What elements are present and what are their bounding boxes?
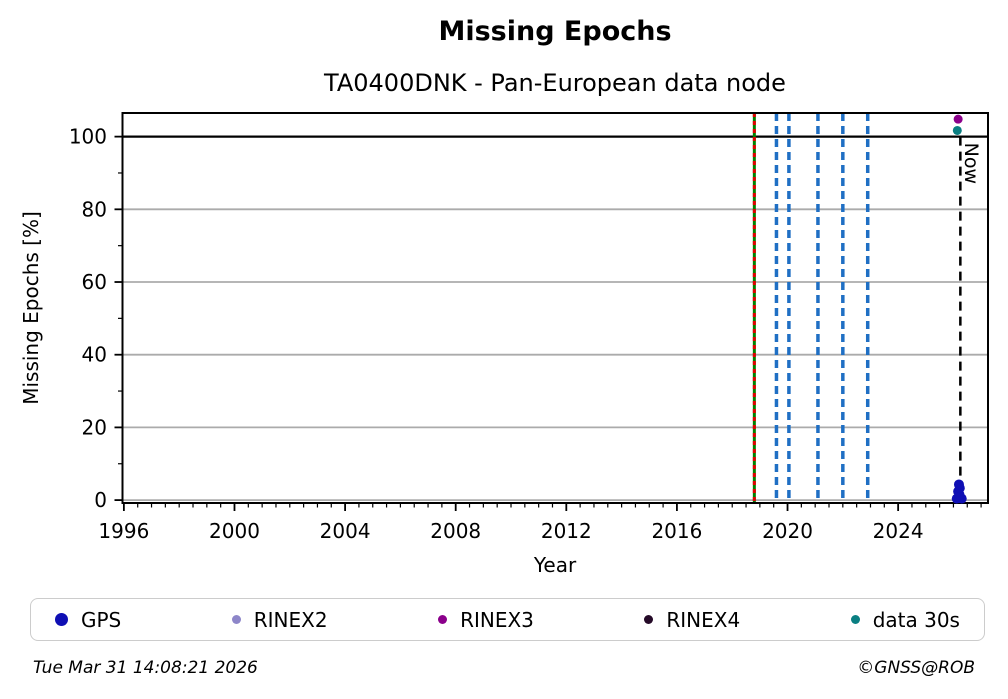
y-tick-label: 100: [69, 125, 107, 149]
legend-item-rinex4: RINEX4: [644, 608, 740, 632]
x-tick-label: 2012: [541, 519, 592, 543]
copyright-credit: ©GNSS@ROB: [857, 658, 975, 678]
x-axis-label: Year: [533, 553, 577, 577]
data-point-data-30s: [952, 125, 962, 135]
y-tick-label: 20: [82, 415, 107, 439]
chart-legend: GPS RINEX2 RINEX3 RINEX4 data 30s: [30, 598, 985, 641]
x-tick-label: 1996: [98, 519, 149, 543]
now-label: Now: [960, 143, 982, 184]
legend-marker-rinex4-icon: [644, 615, 654, 624]
data-point-gps: [953, 479, 964, 490]
x-tick-label: 2020: [762, 519, 813, 543]
legend-label-data-30s: data 30s: [872, 607, 960, 632]
y-tick-label: 80: [82, 197, 107, 221]
legend-label-rinex4: RINEX4: [666, 607, 741, 632]
x-tick-label: 2000: [209, 519, 260, 543]
plot-timestamp: Tue Mar 31 14:08:21 2026: [33, 658, 258, 678]
y-tick-label: 60: [82, 270, 107, 294]
station-subtitle: TA0400DNK - Pan-European data node: [324, 69, 786, 97]
legend-marker-data-30s-icon: [850, 615, 860, 624]
legend-label-rinex2: RINEX2: [253, 607, 328, 632]
x-tick-label: 2016: [651, 519, 702, 543]
legend-item-rinex3: RINEX3: [438, 608, 534, 632]
legend-label-gps: GPS: [81, 607, 122, 632]
y-tick-label: 0: [94, 488, 107, 512]
x-tick-label: 2008: [430, 519, 481, 543]
x-tick-label: 2004: [320, 519, 371, 543]
x-tick-label: 2024: [873, 519, 924, 543]
legend-item-data-30s: data 30s: [850, 607, 960, 632]
legend-marker-gps-icon: [55, 613, 68, 626]
y-tick-label: 40: [82, 343, 107, 367]
legend-marker-rinex2-icon: [231, 615, 241, 624]
plot-border: [121, 112, 989, 504]
page-title: Missing Epochs: [438, 16, 672, 47]
data-point-rinex3: [953, 114, 963, 124]
legend-item-rinex2: RINEX2: [231, 607, 328, 632]
legend-item-gps: GPS: [55, 608, 121, 632]
legend-label-rinex3: RINEX3: [460, 607, 534, 632]
legend-marker-rinex3-icon: [438, 615, 448, 624]
